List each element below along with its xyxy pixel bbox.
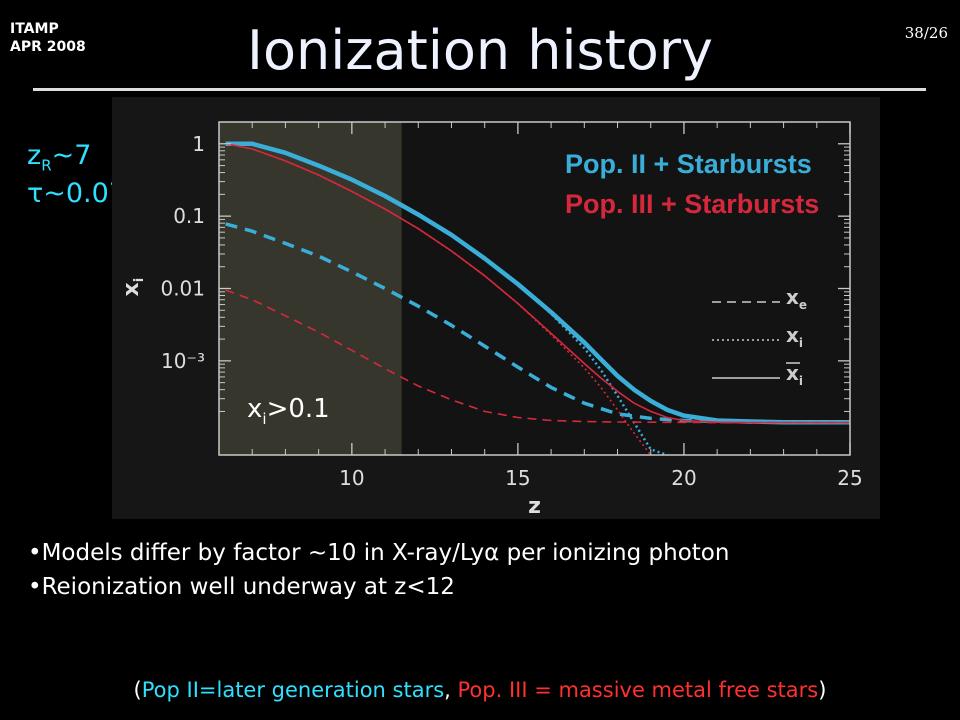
footer-pop3: Pop. III = massive metal free stars: [457, 678, 819, 702]
x-tick-label: 20: [671, 466, 696, 490]
y-tick-label: 10⁻³: [161, 349, 205, 373]
zr-value: ~7: [51, 140, 92, 171]
series-pop3-dashed: [225, 289, 850, 424]
x-tick-label: 10: [339, 466, 364, 490]
zr-subscript: R: [41, 156, 52, 175]
x-tick-label: 15: [505, 466, 530, 490]
shaded-region: [219, 122, 402, 455]
bullet-item: Models differ by factor ~10 in X-ray/Lyα…: [28, 536, 730, 570]
series-pop3-dotted: [225, 143, 652, 456]
footer-comma: ,: [444, 678, 458, 702]
series-pop2-solid: [225, 141, 850, 425]
y-tick-label: 0.1: [173, 204, 205, 228]
line-style-legend: xe xi xi: [712, 285, 807, 388]
shaded-region-label: xi>0.1: [247, 394, 330, 428]
bullet-item: Reionization well underway at z<12: [28, 570, 729, 604]
footer-note: (Pop II=later generation stars, Pop. III…: [0, 678, 960, 702]
y-axis-label-base: x: [119, 282, 144, 296]
footer-pop2: Pop II=later generation stars: [141, 678, 445, 702]
page-number: 38/26: [904, 24, 948, 42]
y-axis-label-sub: i: [132, 278, 147, 282]
footer-close-paren: ): [818, 678, 827, 702]
y-axis-label: xi: [119, 278, 147, 297]
tau-annotation: τ~0.07: [27, 178, 126, 209]
zr-base: z: [27, 140, 42, 171]
series-layer: [225, 141, 851, 457]
plot-frame: [218, 121, 851, 456]
y-tick-label: 0.01: [160, 277, 205, 301]
legend-dashed-label: xe: [786, 285, 807, 312]
event-date: APR 2008: [10, 39, 86, 55]
footer-open-paren: (: [133, 678, 142, 702]
series-pop2-dotted: [225, 142, 668, 457]
slide-title: Ionization history: [247, 19, 713, 82]
shade-label-sub: i: [262, 410, 266, 428]
zr-annotation: zR~7: [27, 140, 91, 174]
shade-label-rest: >0.1: [267, 394, 330, 424]
title-divider: [33, 88, 926, 91]
legend-dotted-label: xi: [786, 323, 803, 350]
x-axis-label: z: [528, 494, 541, 519]
legend-pop3: Pop. III + Starbursts: [565, 189, 819, 219]
legend-solid-label: xi: [786, 361, 803, 388]
y-tick-label: 1: [192, 132, 205, 156]
legend-pop2: Pop. II + Starbursts: [565, 149, 812, 179]
bullet-list: Models differ by factor ~10 in X-ray/Lyα…: [28, 536, 730, 604]
x-tick-label: 25: [837, 466, 862, 490]
event-label: ITAMP APR 2008: [10, 20, 86, 56]
event-name: ITAMP: [10, 21, 59, 37]
ticks-layer: 10 15 20 25 1 0.1 0.01 10⁻³: [160, 121, 863, 490]
shade-label-base: x: [247, 394, 262, 424]
